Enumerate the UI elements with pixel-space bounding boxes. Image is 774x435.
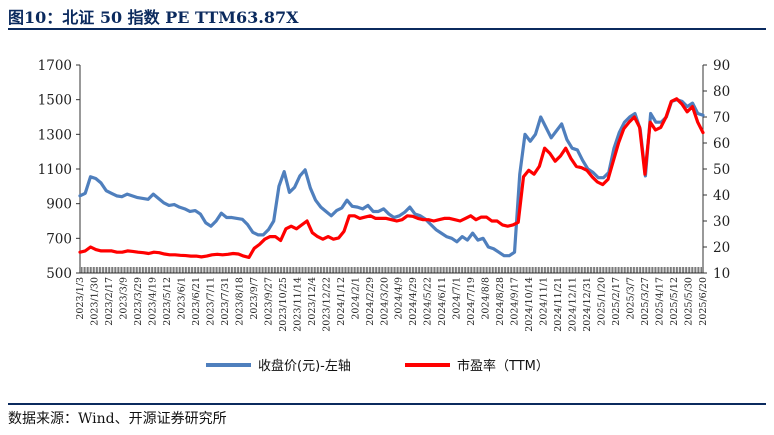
x-tick-label: 2025/2/17 xyxy=(611,277,622,326)
left-tick-label: 500 xyxy=(46,266,72,282)
x-tick-label: 2025/3/27 xyxy=(640,277,651,326)
x-tick-label: 2025/3/7 xyxy=(626,277,637,320)
right-tick-label: 70 xyxy=(713,110,730,126)
data-source: 数据来源：Wind、开源证券研究所 xyxy=(8,411,227,427)
right-tick-label: 30 xyxy=(713,214,730,230)
x-tick-label: 2024/8/8 xyxy=(481,277,492,320)
chart-axes: 500 700 900 1100 1300 1500 1700 10 20 30 40 50 60 70 8… xyxy=(38,58,731,332)
x-tick-label: 2024/2/1 xyxy=(350,277,361,320)
x-tick-label: 2023/7/31 xyxy=(220,277,231,326)
x-tick-label: 2024/9/17 xyxy=(510,277,521,326)
right-tick-label: 40 xyxy=(713,188,730,204)
x-tick-label: 2024/8/28 xyxy=(495,277,506,326)
x-tick-label: 2023/2/17 xyxy=(104,277,115,326)
x-tick-label: 2024/12/31 xyxy=(582,277,593,332)
x-tick-label: 2024/7/19 xyxy=(466,277,477,326)
x-tick-label: 2023/3/29 xyxy=(133,277,144,326)
x-tick-label: 2024/10/14 xyxy=(524,277,535,332)
legend-pe-label: 市盈率（TTM） xyxy=(457,358,549,374)
x-tick-label: 2023/4/19 xyxy=(147,277,158,326)
bottom-rule xyxy=(8,403,766,405)
x-tick-label: 2023/6/1 xyxy=(176,277,187,320)
price-series-line xyxy=(78,98,705,258)
x-tick-label: 2025/5/12 xyxy=(669,277,680,326)
left-tick-label: 700 xyxy=(46,231,72,247)
right-tick-label: 50 xyxy=(713,162,730,178)
title-rule xyxy=(8,28,766,30)
chart-lines xyxy=(78,97,705,259)
chart-legend: 收盘价(元)-左轴 市盈率（TTM） xyxy=(206,358,549,374)
x-tick-label: 2024/4/29 xyxy=(408,277,419,326)
x-tick-label: 2024/6/11 xyxy=(437,277,448,326)
x-tick-label: 2025/1/20 xyxy=(597,277,608,326)
right-tick-label: 80 xyxy=(713,84,730,100)
left-tick-label: 1100 xyxy=(38,162,72,178)
x-tick-label: 2023/1/3 xyxy=(75,277,86,320)
legend-price-label: 收盘价(元)-左轴 xyxy=(258,358,351,374)
x-tick-label: 2024/12/11 xyxy=(568,277,579,332)
right-tick-label: 90 xyxy=(713,58,730,74)
right-tick-label: 10 xyxy=(713,266,730,282)
right-tick-label: 60 xyxy=(713,136,730,152)
x-tick-label: 2024/2/29 xyxy=(365,277,376,326)
x-tick-label: 2024/3/20 xyxy=(379,277,390,326)
x-tick-label: 2023/9/7 xyxy=(249,277,260,320)
x-tick-label: 2023/9/27 xyxy=(263,277,274,326)
x-tick-label: 2025/6/20 xyxy=(698,277,709,326)
chart-title: 图10：北证 50 指数 PE TTM63.87X xyxy=(8,8,299,27)
x-tick-label: 2023/1/30 xyxy=(89,277,100,326)
x-tick-label: 2023/7/11 xyxy=(205,277,216,326)
x-tick-label: 2023/3/9 xyxy=(118,277,129,320)
x-tick-label: 2023/6/21 xyxy=(191,277,202,326)
x-tick-label: 2023/5/12 xyxy=(162,277,173,326)
left-tick-label: 1700 xyxy=(38,58,72,74)
x-tick-label: 2024/7/1 xyxy=(452,277,463,320)
x-tick-label: 2024/11/1 xyxy=(539,277,550,326)
x-tick-label: 2024/11/21 xyxy=(553,277,564,332)
x-tick-label: 2023/10/25 xyxy=(278,277,289,332)
x-tick-label: 2025/5/30 xyxy=(684,277,695,326)
x-tick-label: 2025/4/17 xyxy=(655,277,666,326)
dual-axis-line-chart: 500 700 900 1100 1300 1500 1700 10 20 30 40 50 60 70 8… xyxy=(38,58,731,374)
x-tick-label: 2023/8/18 xyxy=(234,277,245,326)
x-tick-label: 2024/1/12 xyxy=(336,277,347,326)
x-tick-label: 2024/4/9 xyxy=(394,277,405,320)
pe-series-line xyxy=(78,97,705,259)
left-tick-label: 1500 xyxy=(38,93,72,109)
x-tick-label: 2023/12/22 xyxy=(321,277,332,332)
left-tick-label: 900 xyxy=(46,197,72,213)
x-tick-label: 2023/12/4 xyxy=(307,277,318,326)
right-tick-label: 20 xyxy=(713,240,730,256)
left-tick-label: 1300 xyxy=(38,127,72,143)
x-tick-label: 2024/5/22 xyxy=(423,277,434,326)
x-tick-label: 2023/11/14 xyxy=(292,277,303,332)
